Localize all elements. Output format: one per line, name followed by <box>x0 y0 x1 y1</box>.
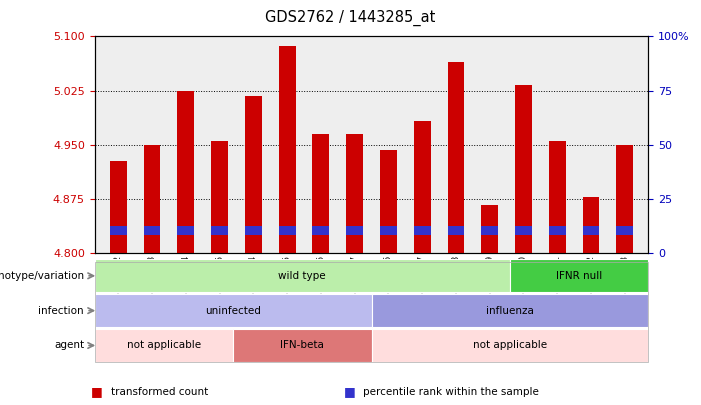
Text: ■: ■ <box>343 386 355 399</box>
Bar <box>313 134 329 253</box>
Bar <box>177 91 194 253</box>
Bar <box>346 134 363 253</box>
Bar <box>144 226 161 235</box>
Bar <box>372 329 648 362</box>
Bar <box>233 329 372 362</box>
Text: GDS2762 / 1443285_at: GDS2762 / 1443285_at <box>265 10 436 26</box>
Text: percentile rank within the sample: percentile rank within the sample <box>363 387 539 397</box>
Bar <box>380 226 397 235</box>
Bar <box>144 145 161 253</box>
Bar <box>482 205 498 253</box>
Bar <box>515 85 532 253</box>
Bar <box>211 226 228 235</box>
Bar <box>211 141 228 253</box>
Text: ■: ■ <box>91 386 103 399</box>
Bar <box>447 226 464 235</box>
Text: infection: infection <box>39 306 84 315</box>
Bar <box>279 226 296 235</box>
Text: not applicable: not applicable <box>473 341 547 350</box>
Bar <box>549 141 566 253</box>
Bar <box>515 226 532 235</box>
Bar <box>95 294 372 327</box>
Bar <box>110 226 127 235</box>
Bar <box>414 226 430 235</box>
Text: genotype/variation: genotype/variation <box>0 271 84 281</box>
Bar <box>279 46 296 253</box>
Bar <box>583 226 599 235</box>
Bar <box>482 226 498 235</box>
Bar <box>95 262 648 362</box>
Bar <box>380 150 397 253</box>
Bar <box>95 259 510 292</box>
Bar <box>245 226 261 235</box>
Bar <box>447 62 464 253</box>
Text: transformed count: transformed count <box>111 387 208 397</box>
Bar <box>372 294 648 327</box>
Text: IFN-beta: IFN-beta <box>280 341 325 350</box>
Text: influenza: influenza <box>486 306 534 315</box>
Bar <box>95 329 233 362</box>
Text: wild type: wild type <box>278 271 326 281</box>
Bar <box>549 226 566 235</box>
Bar <box>110 161 127 253</box>
Bar <box>177 226 194 235</box>
Bar <box>510 259 648 292</box>
Bar <box>414 121 430 253</box>
Bar <box>346 226 363 235</box>
Bar <box>616 226 633 235</box>
Bar <box>583 197 599 253</box>
Bar <box>245 96 261 253</box>
Bar <box>313 226 329 235</box>
Text: uninfected: uninfected <box>205 306 261 315</box>
Text: agent: agent <box>54 341 84 350</box>
Text: not applicable: not applicable <box>127 341 201 350</box>
Bar <box>616 145 633 253</box>
Text: IFNR null: IFNR null <box>556 271 602 281</box>
